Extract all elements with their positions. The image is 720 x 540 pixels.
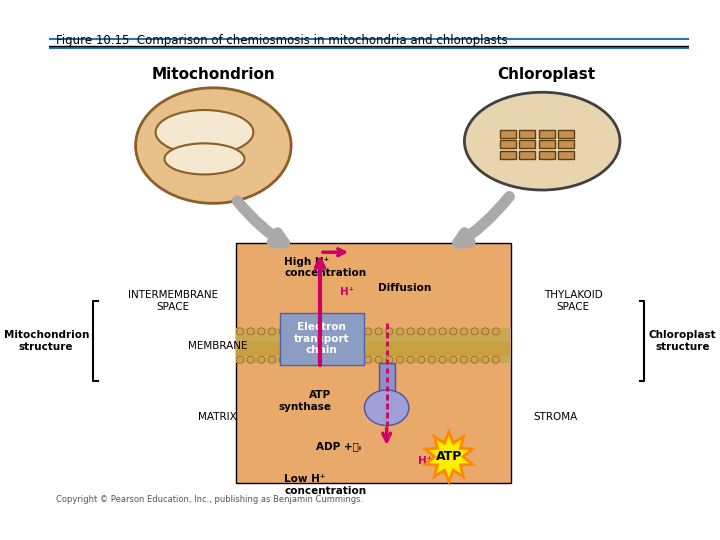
Circle shape xyxy=(482,328,489,335)
Bar xyxy=(539,151,554,159)
Text: Diffusion: Diffusion xyxy=(378,283,431,293)
FancyBboxPatch shape xyxy=(235,244,511,483)
Text: Low H⁺
concentration: Low H⁺ concentration xyxy=(284,475,366,496)
Circle shape xyxy=(407,328,414,335)
Text: Figure 10.15  Comparison of chemiosmosis in mitochondria and chloroplasts: Figure 10.15 Comparison of chemiosmosis … xyxy=(56,34,508,47)
Circle shape xyxy=(428,356,436,363)
FancyArrowPatch shape xyxy=(238,201,284,243)
Circle shape xyxy=(269,328,276,335)
Circle shape xyxy=(418,328,425,335)
Circle shape xyxy=(247,356,254,363)
Circle shape xyxy=(300,356,307,363)
Bar xyxy=(235,342,511,356)
Circle shape xyxy=(258,328,265,335)
Text: Chloroplast: Chloroplast xyxy=(498,67,595,82)
Circle shape xyxy=(279,356,287,363)
Circle shape xyxy=(492,356,500,363)
Circle shape xyxy=(471,328,478,335)
Bar xyxy=(379,363,395,421)
Polygon shape xyxy=(426,432,472,482)
Bar xyxy=(500,140,516,148)
Bar xyxy=(539,130,554,138)
Text: INTERMEMBRANE
SPACE: INTERMEMBRANE SPACE xyxy=(128,291,218,312)
Circle shape xyxy=(407,356,414,363)
Circle shape xyxy=(247,328,254,335)
Text: MEMBRANE: MEMBRANE xyxy=(188,341,248,350)
Circle shape xyxy=(269,356,276,363)
Bar xyxy=(558,130,574,138)
Bar xyxy=(500,151,516,159)
Ellipse shape xyxy=(364,390,409,426)
Bar xyxy=(539,140,554,148)
Text: MATRIX: MATRIX xyxy=(199,411,237,422)
FancyArrowPatch shape xyxy=(323,249,344,255)
Circle shape xyxy=(492,328,500,335)
Circle shape xyxy=(322,356,329,363)
Text: H⁺: H⁺ xyxy=(418,456,432,466)
Circle shape xyxy=(354,328,361,335)
Bar xyxy=(558,140,574,148)
Ellipse shape xyxy=(164,143,245,174)
Circle shape xyxy=(300,328,307,335)
Bar xyxy=(500,130,516,138)
Circle shape xyxy=(386,328,393,335)
Circle shape xyxy=(460,356,467,363)
Circle shape xyxy=(289,328,297,335)
Circle shape xyxy=(279,328,287,335)
Circle shape xyxy=(439,356,446,363)
Circle shape xyxy=(322,328,329,335)
Text: Mitochondrion
structure: Mitochondrion structure xyxy=(4,330,89,352)
Circle shape xyxy=(236,328,243,335)
Bar xyxy=(558,151,574,159)
Circle shape xyxy=(471,356,478,363)
Circle shape xyxy=(450,328,457,335)
Circle shape xyxy=(311,356,318,363)
Circle shape xyxy=(258,356,265,363)
Text: Electron
transport
chain: Electron transport chain xyxy=(294,322,350,355)
Text: High H⁺
concentration: High H⁺ concentration xyxy=(284,256,366,278)
Circle shape xyxy=(386,356,393,363)
Text: H⁺: H⁺ xyxy=(341,287,355,297)
Circle shape xyxy=(364,328,372,335)
Bar xyxy=(519,130,535,138)
Circle shape xyxy=(236,356,243,363)
Circle shape xyxy=(354,356,361,363)
Circle shape xyxy=(397,328,403,335)
Circle shape xyxy=(428,328,436,335)
Text: STROMA: STROMA xyxy=(534,411,577,422)
Text: ADP +Ⓟᵢ: ADP +Ⓟᵢ xyxy=(315,441,361,451)
Circle shape xyxy=(311,328,318,335)
FancyArrowPatch shape xyxy=(316,260,324,365)
Bar xyxy=(519,151,535,159)
Circle shape xyxy=(450,356,457,363)
Circle shape xyxy=(460,328,467,335)
Text: THYLAKOID
SPACE: THYLAKOID SPACE xyxy=(544,291,603,312)
FancyBboxPatch shape xyxy=(280,313,364,365)
FancyArrowPatch shape xyxy=(458,197,509,243)
Text: Mitochondrion: Mitochondrion xyxy=(151,67,275,82)
Ellipse shape xyxy=(156,110,253,154)
Circle shape xyxy=(289,356,297,363)
Text: ATP
synthase: ATP synthase xyxy=(279,390,331,411)
FancyArrowPatch shape xyxy=(383,428,390,441)
Circle shape xyxy=(482,356,489,363)
Circle shape xyxy=(375,356,382,363)
Text: Copyright © Pearson Education, Inc., publishing as Benjamin Cummings.: Copyright © Pearson Education, Inc., pub… xyxy=(56,495,363,504)
Circle shape xyxy=(343,328,350,335)
Circle shape xyxy=(333,356,340,363)
Circle shape xyxy=(343,356,350,363)
Bar xyxy=(235,328,511,363)
Ellipse shape xyxy=(464,92,620,190)
Circle shape xyxy=(333,328,340,335)
Bar xyxy=(519,140,535,148)
Text: ATP: ATP xyxy=(436,450,462,463)
Circle shape xyxy=(397,356,403,363)
Circle shape xyxy=(418,356,425,363)
Text: Chloroplast
structure: Chloroplast structure xyxy=(649,330,716,352)
Circle shape xyxy=(439,328,446,335)
Ellipse shape xyxy=(135,88,291,204)
Circle shape xyxy=(364,356,372,363)
Circle shape xyxy=(375,328,382,335)
